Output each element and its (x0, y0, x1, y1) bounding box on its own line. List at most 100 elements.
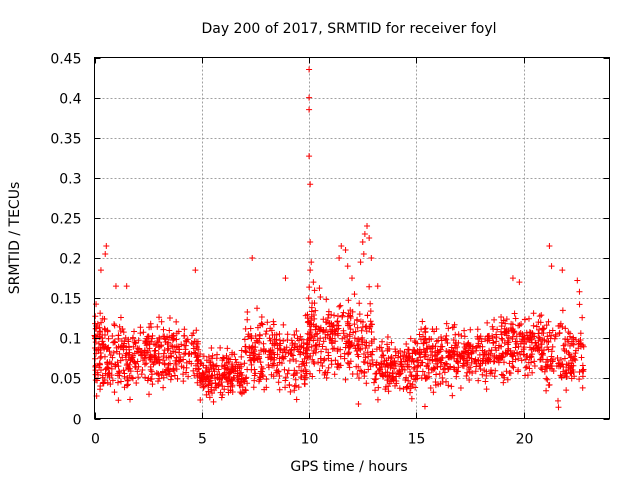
data-point (224, 379, 231, 386)
data-point (131, 339, 138, 346)
data-point (221, 386, 228, 393)
data-point (115, 363, 122, 370)
data-point (321, 356, 328, 363)
data-point (271, 331, 278, 338)
data-point (457, 385, 464, 392)
data-point (483, 386, 490, 393)
data-point (419, 368, 426, 375)
data-point (500, 372, 507, 379)
data-point (152, 347, 159, 354)
data-point (105, 335, 112, 342)
data-point (357, 346, 364, 353)
data-point (494, 355, 501, 362)
data-point (536, 313, 543, 320)
data-point (531, 363, 538, 370)
data-point (325, 352, 332, 359)
data-point (126, 372, 133, 379)
data-point (371, 336, 378, 343)
data-point (121, 384, 128, 391)
data-point (154, 323, 161, 330)
data-point (267, 337, 274, 344)
data-point (274, 369, 281, 376)
data-point (351, 321, 358, 328)
data-point (242, 348, 249, 355)
data-point (205, 388, 212, 395)
data-point (356, 300, 363, 307)
data-point (192, 350, 199, 357)
data-point (568, 338, 575, 345)
data-point (473, 347, 480, 354)
data-point (282, 275, 289, 282)
data-point (362, 354, 369, 361)
data-point (232, 363, 239, 370)
data-point (304, 311, 311, 318)
data-point (230, 374, 237, 381)
data-point (298, 342, 305, 349)
data-point (146, 345, 153, 352)
data-point (116, 350, 123, 357)
data-points (91, 66, 587, 411)
data-point (332, 357, 339, 364)
data-point (512, 338, 519, 345)
data-point (524, 352, 531, 359)
data-point (203, 365, 210, 372)
data-point (242, 387, 249, 394)
data-point (384, 333, 391, 340)
data-point (410, 365, 417, 372)
data-point (285, 367, 292, 374)
data-point (542, 363, 549, 370)
data-point (453, 357, 460, 364)
data-point (392, 346, 399, 353)
data-point (332, 338, 339, 345)
data-point (424, 356, 431, 363)
data-point (194, 357, 201, 364)
data-point (263, 384, 270, 391)
data-point (417, 354, 424, 361)
data-point (351, 291, 358, 298)
data-point (554, 355, 561, 362)
data-point (352, 328, 359, 335)
data-point (135, 337, 142, 344)
data-point (402, 376, 409, 383)
data-point (570, 341, 577, 348)
data-point (392, 348, 399, 355)
data-point (110, 349, 117, 356)
data-point (411, 338, 418, 345)
data-point (173, 318, 180, 325)
data-point (313, 331, 320, 338)
data-point (173, 336, 180, 343)
data-point (215, 366, 222, 373)
data-point (372, 370, 379, 377)
data-point (349, 275, 355, 282)
data-point (183, 369, 190, 376)
data-point (123, 356, 130, 363)
data-point (358, 368, 365, 375)
data-point (123, 350, 130, 357)
y-tick-label: 0.15 (50, 292, 81, 308)
data-point (348, 341, 355, 348)
data-point (244, 380, 251, 387)
data-point (539, 352, 546, 359)
data-point (561, 355, 568, 362)
data-point (133, 379, 140, 386)
data-point (301, 372, 308, 379)
data-point (236, 382, 243, 389)
data-point (169, 333, 176, 340)
data-point (549, 357, 556, 364)
data-point (416, 350, 423, 357)
data-point (183, 359, 190, 366)
data-point (546, 381, 553, 388)
data-point (263, 328, 270, 335)
data-point (467, 326, 474, 333)
data-point (519, 336, 526, 343)
data-point (319, 363, 326, 370)
data-point (491, 316, 498, 323)
data-point (268, 327, 275, 334)
data-point (360, 358, 367, 365)
data-point (232, 356, 239, 363)
data-point (347, 326, 354, 333)
data-point (488, 367, 495, 374)
data-point (479, 358, 486, 365)
data-point (364, 360, 371, 367)
data-point (397, 348, 404, 355)
